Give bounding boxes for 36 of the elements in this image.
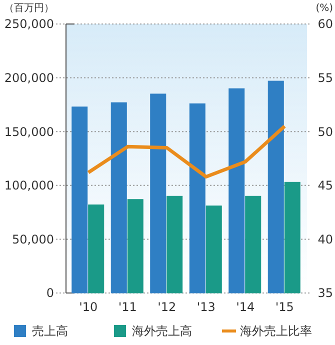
y2-tick-label: 40 bbox=[318, 232, 333, 246]
y-tick-label: 0 bbox=[46, 286, 54, 300]
y-tick-label: 50,000 bbox=[12, 232, 54, 246]
y-axis-title: （百万円） bbox=[4, 3, 54, 14]
x-tick-label: '10 bbox=[79, 300, 98, 314]
bar bbox=[228, 88, 245, 294]
y2-tick-label: 35 bbox=[318, 286, 333, 300]
y2-axis-title: (%) bbox=[316, 3, 334, 14]
bar bbox=[110, 102, 127, 294]
x-tick-label: '14 bbox=[236, 300, 255, 314]
y2-tick-label: 55 bbox=[318, 71, 333, 85]
bar bbox=[166, 196, 183, 294]
bar bbox=[206, 206, 222, 294]
y2-tick-label: 50 bbox=[318, 124, 333, 139]
bar bbox=[189, 103, 206, 294]
x-tick-label: '11 bbox=[118, 300, 137, 314]
bar bbox=[268, 80, 284, 294]
x-tick-label: '12 bbox=[158, 300, 176, 314]
bar bbox=[284, 182, 300, 294]
legend-label: 海外売上高 bbox=[132, 324, 192, 338]
bar bbox=[245, 196, 262, 294]
x-tick-label: '13 bbox=[196, 300, 216, 314]
y2-tick-label: 60 bbox=[318, 17, 333, 32]
line-series bbox=[86, 124, 286, 179]
y2-tick-label: 45 bbox=[318, 178, 333, 193]
y-tick-label: 250,000 bbox=[4, 17, 54, 32]
legend-label: 海外売上比率 bbox=[240, 324, 312, 338]
bar bbox=[72, 106, 88, 294]
y-tick-label: 100,000 bbox=[4, 178, 54, 193]
bar bbox=[150, 94, 166, 294]
bar bbox=[88, 204, 104, 294]
x-tick-label: '15 bbox=[275, 300, 294, 314]
legend-label: 売上高 bbox=[32, 324, 68, 338]
y-tick-label: 200,000 bbox=[4, 71, 54, 85]
y-tick-label: 150,000 bbox=[4, 124, 54, 139]
bar bbox=[127, 199, 144, 294]
